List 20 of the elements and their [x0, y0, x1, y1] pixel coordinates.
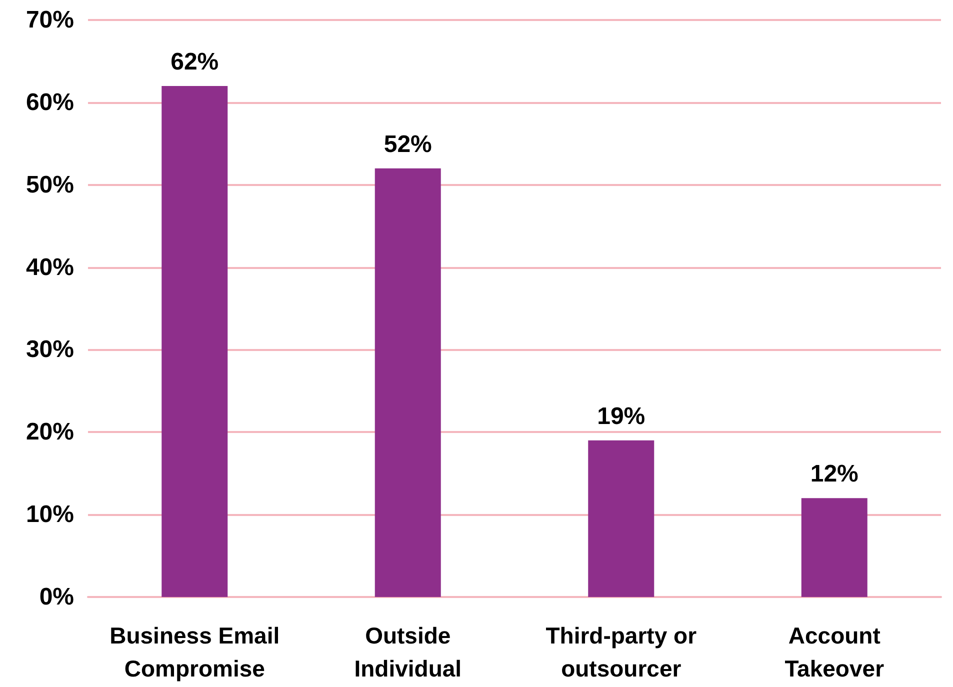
- bar: [374, 168, 441, 597]
- data-label: 12%: [810, 460, 858, 488]
- x-tick-label: Outside Individual: [354, 622, 462, 682]
- x-tick-label: Account Takeover: [784, 622, 884, 682]
- x-tick-label: Third-party or outsourcer: [546, 622, 697, 682]
- y-tick-label: 60%: [26, 88, 74, 116]
- y-tick-label: 50%: [26, 171, 74, 198]
- bar: [588, 440, 654, 597]
- bar: [801, 498, 868, 597]
- y-tick-label: 0%: [39, 584, 74, 610]
- y-tick-label: 30%: [26, 336, 74, 364]
- data-label: 62%: [170, 48, 219, 76]
- y-tick-label: 40%: [26, 254, 74, 281]
- bar: [162, 86, 228, 597]
- data-label: 19%: [597, 402, 646, 430]
- y-tick-label: 70%: [26, 6, 74, 34]
- x-tick-label: Business Email Compromise: [110, 622, 280, 682]
- data-label: 52%: [384, 130, 432, 158]
- y-tick-label: 10%: [26, 501, 74, 528]
- y-tick-label: 20%: [26, 418, 74, 446]
